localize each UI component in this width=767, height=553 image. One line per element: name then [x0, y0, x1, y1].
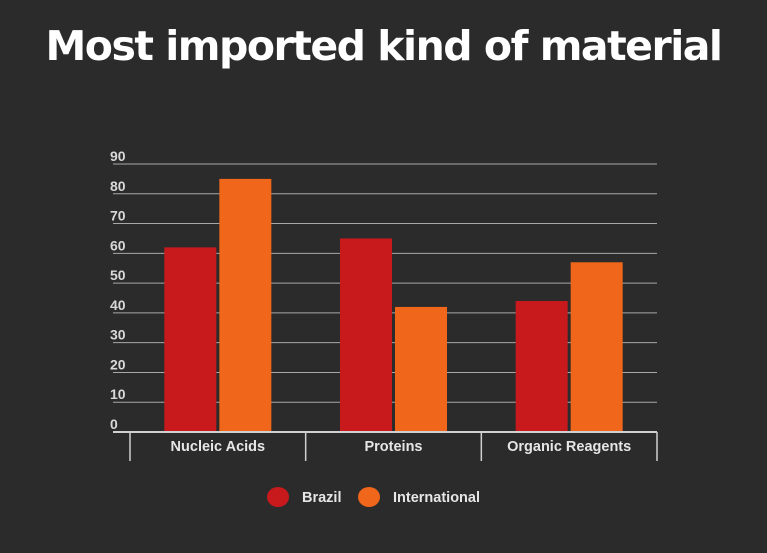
x-tick-label: Nucleic Acids — [171, 439, 266, 455]
chart-title: Most imported kind of material — [45, 22, 723, 70]
y-tick-label: 40 — [110, 297, 126, 313]
legend-marker — [267, 487, 289, 507]
legend-marker — [358, 487, 380, 507]
bar — [219, 178, 272, 432]
y-tick-label: 10 — [110, 386, 126, 402]
bar — [515, 300, 568, 432]
y-tick-label: 80 — [110, 178, 126, 194]
bar — [395, 306, 447, 432]
y-tick-label: 20 — [110, 356, 126, 372]
y-tick-label: 30 — [110, 327, 126, 343]
legend-label: Brazil — [302, 490, 342, 506]
y-tick-label: 50 — [110, 267, 126, 283]
bar — [570, 262, 623, 432]
x-tick-label: Proteins — [364, 439, 422, 455]
bar — [164, 247, 217, 432]
bar — [340, 238, 392, 432]
y-tick-label: 0 — [110, 416, 118, 432]
y-tick-label: 60 — [110, 237, 126, 253]
y-tick-label: 90 — [110, 148, 126, 164]
y-tick-label: 70 — [110, 208, 126, 224]
legend-label: International — [393, 490, 480, 506]
x-tick-label: Organic Reagents — [507, 439, 631, 455]
